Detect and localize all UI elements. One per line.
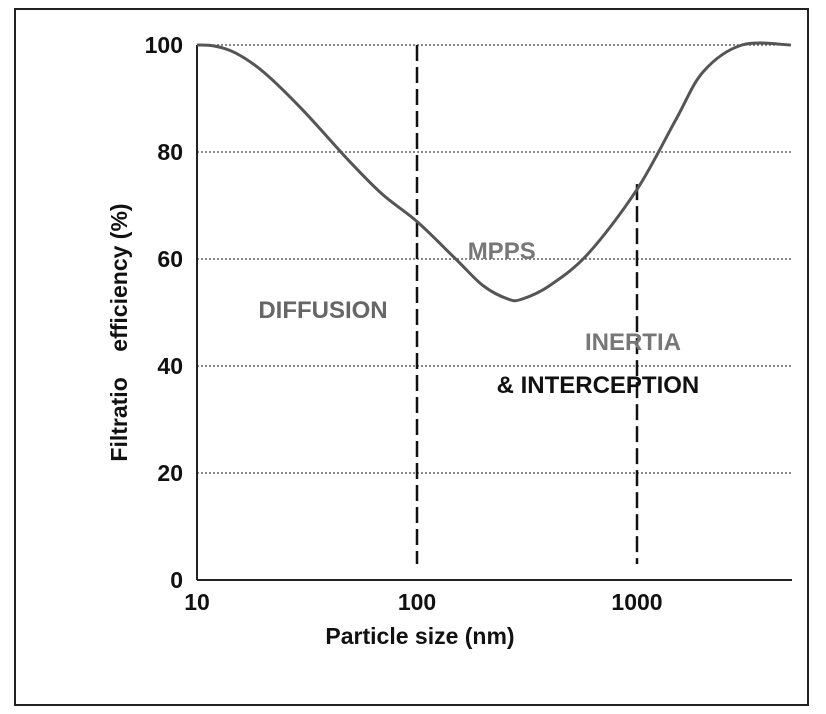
- y-tick-label-80: 80: [157, 139, 183, 165]
- y-tick-label-20: 20: [157, 460, 183, 486]
- filtration-efficiency-chart: 0 20 40 60 80 100 10 100 1000 Particle size (nm) F…: [106, 32, 792, 649]
- annotation-diffusion: DIFFUSION: [258, 297, 387, 324]
- x-tick-label-100: 100: [398, 589, 436, 615]
- annotation-mpps: MPPS: [468, 238, 536, 265]
- y-tick-label-40: 40: [157, 353, 183, 379]
- figure-frame: 0 20 40 60 80 100 10 100 1000 Particle size (nm) F…: [14, 8, 809, 706]
- x-tick-label-1000: 1000: [611, 589, 662, 615]
- efficiency-curve: [196, 41, 791, 303]
- y-tick-label-0: 0: [170, 567, 183, 593]
- x-axis-title: Particle size (nm): [325, 623, 514, 649]
- x-tick-label-10: 10: [184, 589, 210, 615]
- annotation-interception: & INTERCEPTION: [497, 372, 700, 399]
- y-tick-label-100: 100: [145, 32, 183, 58]
- annotation-inertia: INERTIA: [585, 329, 681, 356]
- y-axis-title: Filtratio efficiency (%): [106, 203, 132, 461]
- y-tick-label-60: 60: [157, 246, 183, 272]
